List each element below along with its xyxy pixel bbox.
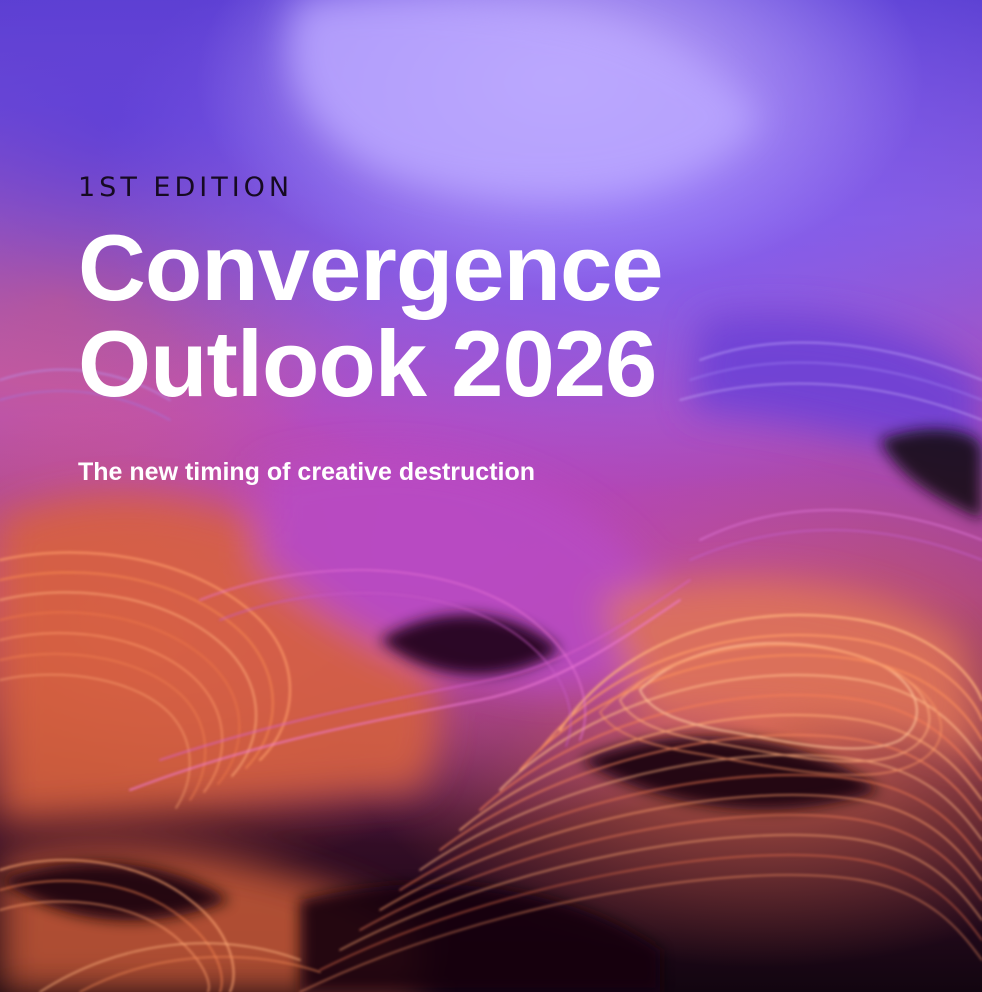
title-line-2: Outlook 2026: [78, 311, 657, 416]
cover-text: 1ST EDITION Convergence Outlook 2026 The…: [78, 170, 838, 488]
edition-label: 1ST EDITION: [78, 172, 294, 203]
cover-title: Convergence Outlook 2026: [78, 220, 838, 412]
title-line-1: Convergence: [78, 215, 664, 320]
cover-subtitle: The new timing of creative destruction: [78, 458, 536, 486]
